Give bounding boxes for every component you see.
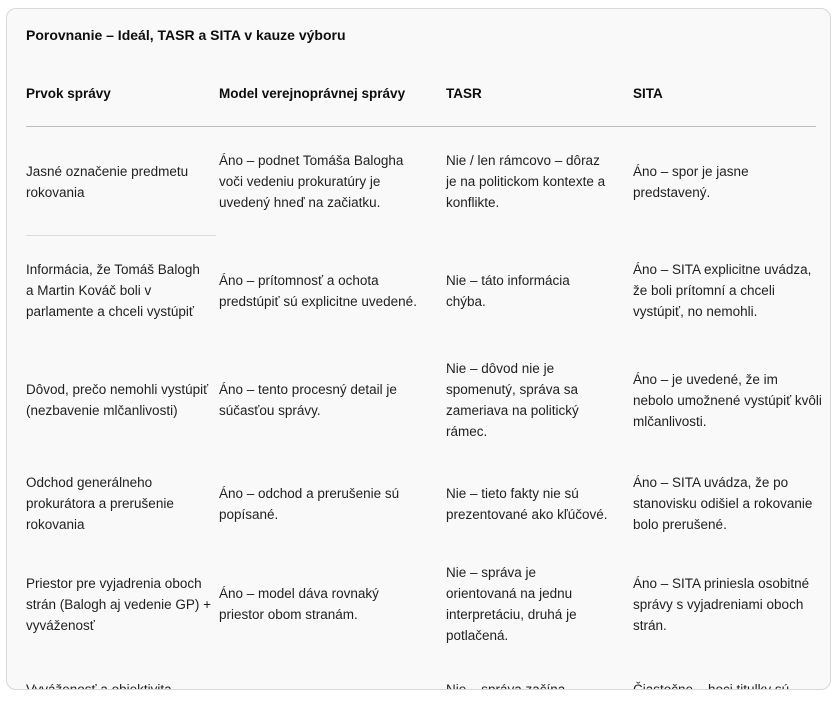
- table-cell-element: Priestor pre vyjadrenia oboch strán (Bal…: [26, 575, 211, 633]
- table-header-row: Prvok správy Model verejnoprávnej správy…: [26, 66, 816, 127]
- table-cell-sita: Áno – SITA priniesla osobitné správy s v…: [633, 575, 810, 633]
- table-cell-element: Jasné označenie predmetu rokovania: [26, 163, 189, 200]
- table-cell-model: Áno – správa začína popisom faktov bez h…: [219, 689, 446, 690]
- column-header-prvok-spravy: Prvok správy: [26, 85, 111, 101]
- row-divider-line: [26, 235, 216, 236]
- table-cell-tasr: Nie – tieto fakty nie sú prezentované ak…: [446, 485, 608, 522]
- table-row: Odchod generálneho prokurátora a preruše…: [26, 455, 816, 552]
- column-header-model: Model verejnoprávnej správy: [219, 85, 406, 101]
- table-cell-sita: Áno – SITA explicitne uvádza, že boli pr…: [633, 262, 812, 319]
- table-row: Jasné označenie predmetu rokovania Áno –…: [26, 127, 816, 236]
- table-cell-tasr: Nie – táto informácia chýba.: [446, 272, 570, 309]
- table-cell-tasr: Nie / len rámcovo – dôraz je na politick…: [446, 153, 606, 210]
- table-cell-tasr: Nie – správa je orientovaná na jednu int…: [446, 565, 577, 643]
- card-title: Porovnanie – Ideál, TASR a SITA v kauze …: [26, 27, 346, 43]
- table-cell-model: Áno – odchod a prerušenie sú popísané.: [219, 485, 400, 522]
- table-cell-sita: Áno – spor je jasne predstavený.: [633, 163, 749, 200]
- table-cell-tasr: Nie – správa začína interpretáciou a pol…: [446, 681, 566, 690]
- table-row: Priestor pre vyjadrenia oboch strán (Bal…: [26, 552, 816, 656]
- table-cell-model: Áno – model dáva rovnaký priestor obom s…: [219, 586, 379, 622]
- table-cell-element: Vyváženosť a objektivita správy (bez pol…: [26, 681, 172, 690]
- table-cell-element: Dôvod, prečo nemohli vystúpiť (nezbaveni…: [26, 382, 209, 418]
- column-header-sita: SITA: [633, 85, 663, 101]
- table-cell-element: Odchod generálneho prokurátora a preruše…: [26, 475, 174, 532]
- table-row: Dôvod, prečo nemohli vystúpiť (nezbaveni…: [26, 345, 822, 455]
- table-cell-sita: Áno – SITA uvádza, že po stanovisku odiš…: [633, 475, 813, 532]
- table-row: Vyváženosť a objektivita správy (bez pol…: [26, 656, 816, 690]
- table-cell-tasr: Nie – dôvod nie je spomenutý, správa sa …: [446, 361, 579, 439]
- table-cell-model: Áno – tento procesný detail je súčasťou …: [219, 382, 397, 418]
- table-cell-model: Áno – prítomnosť a ochota predstúpiť sú …: [219, 272, 417, 309]
- table-row: Informácia, že Tomáš Balogh a Martin Kov…: [26, 236, 816, 345]
- table-cell-model: Áno – podnet Tomáša Balogha voči vedeniu…: [219, 153, 404, 210]
- comparison-card: Porovnanie – Ideál, TASR a SITA v kauze …: [6, 8, 831, 690]
- table-cell-element: Informácia, že Tomáš Balogh a Martin Kov…: [26, 262, 200, 319]
- table-cell-sita: Áno – je uvedené, že im nebolo umožnené …: [633, 371, 822, 429]
- table-cell-sita: Čiastočne – hoci titulky sú silnejšie, j…: [633, 681, 790, 690]
- column-header-tasr: TASR: [446, 85, 482, 101]
